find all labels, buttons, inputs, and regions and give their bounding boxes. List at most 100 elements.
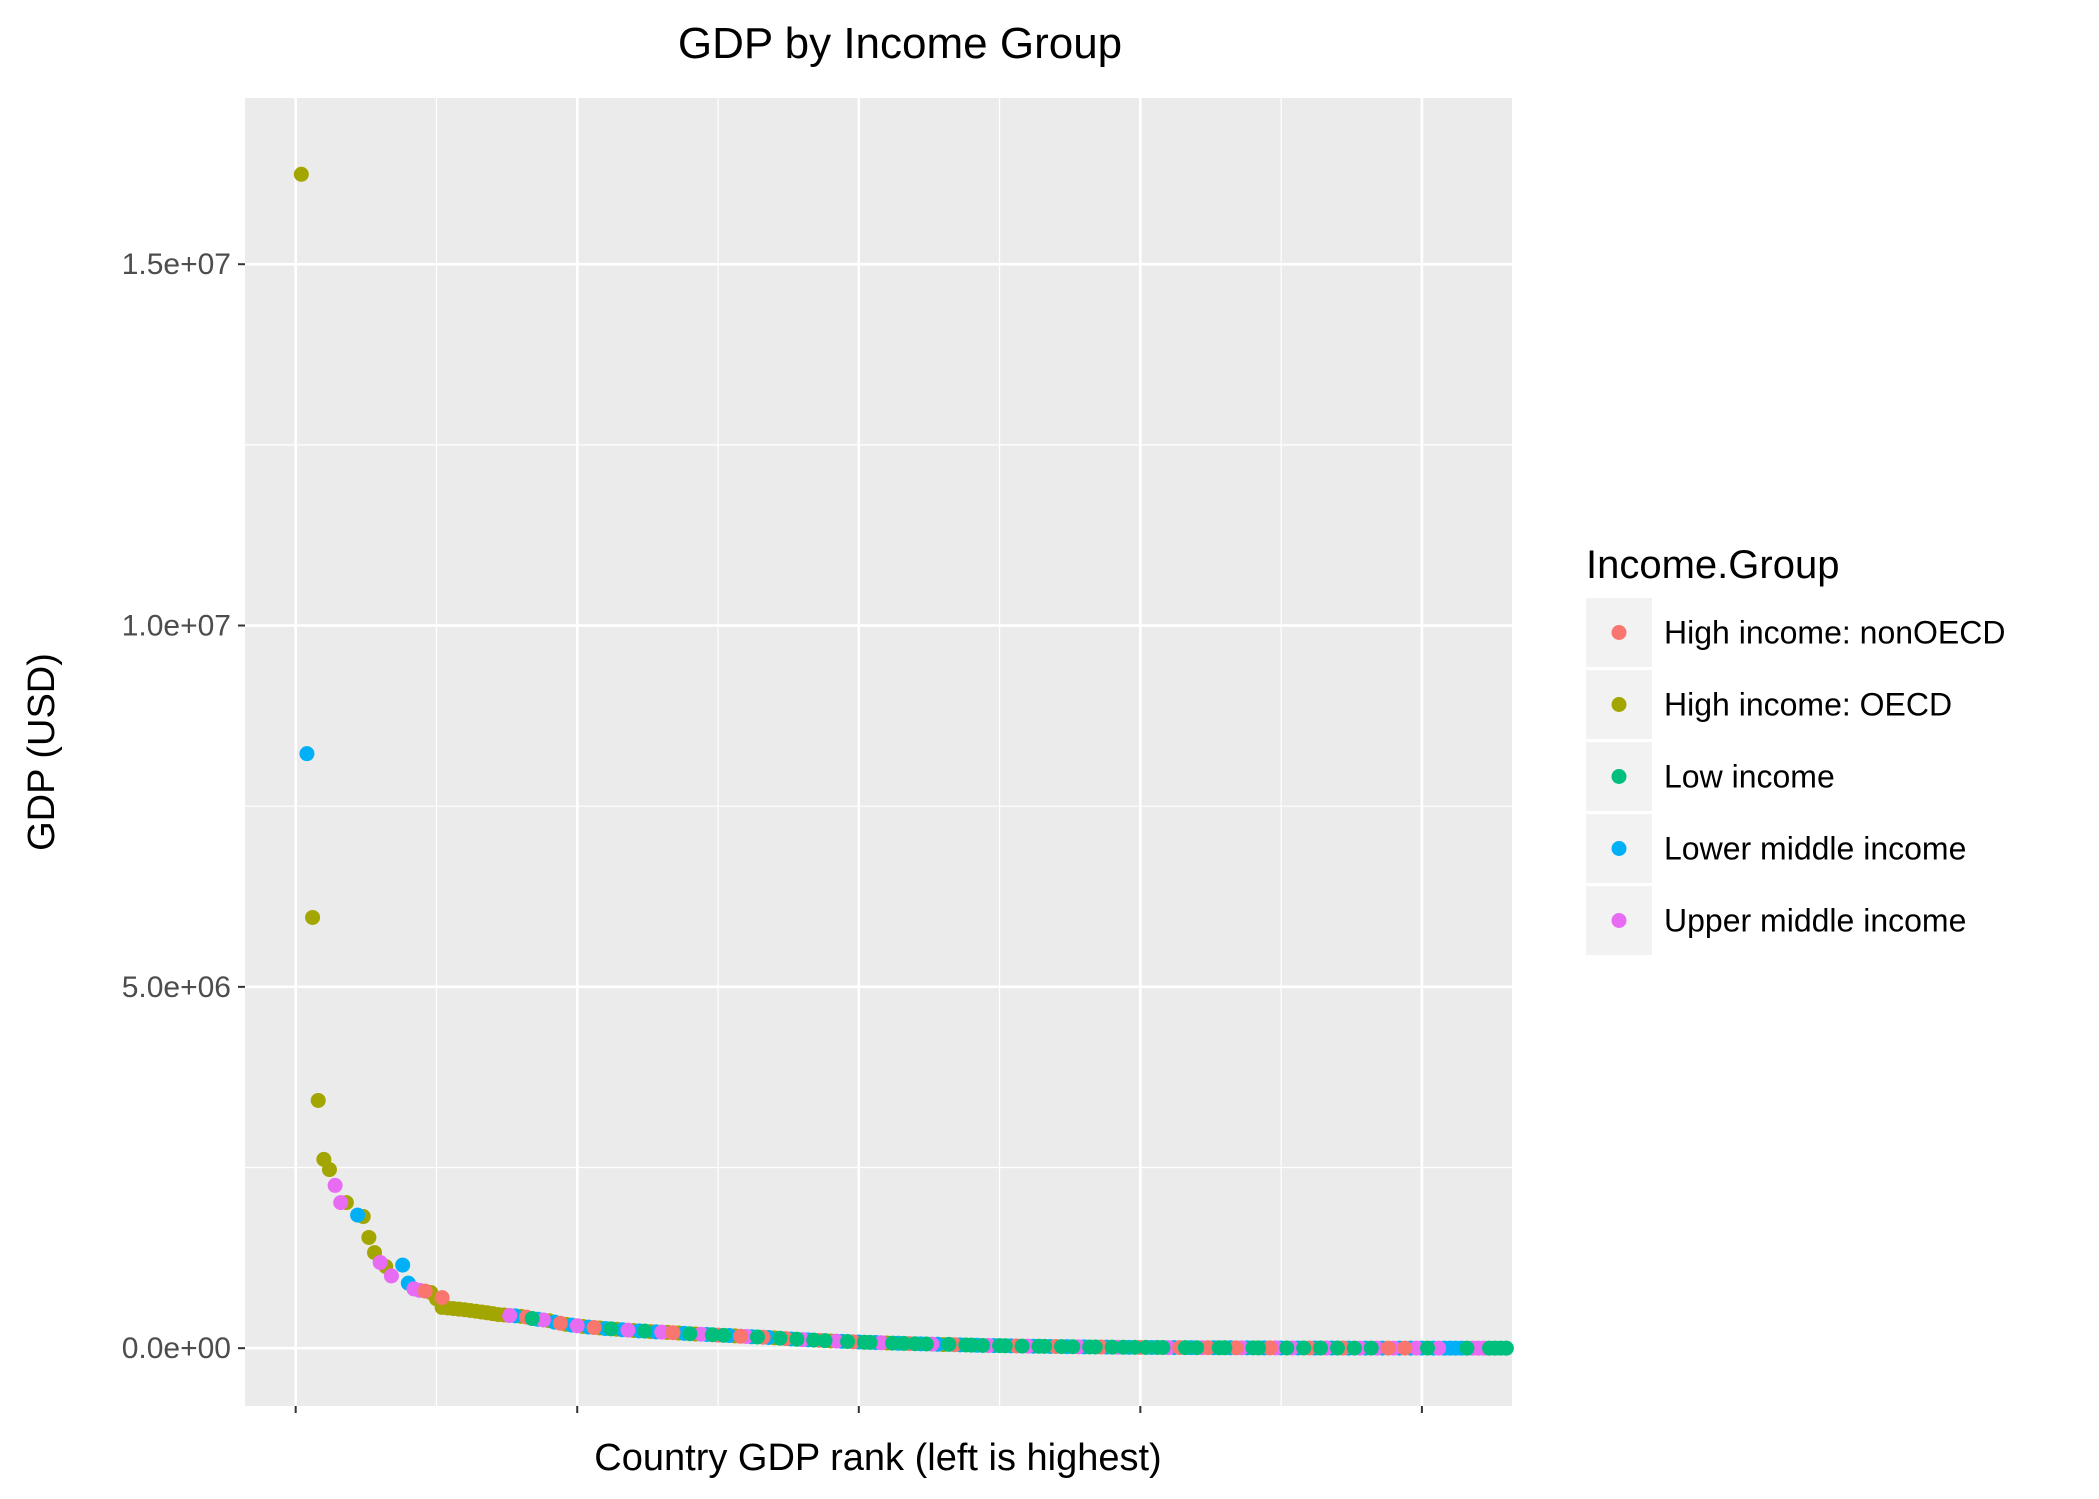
legend-key-point [1611, 769, 1627, 784]
data-point [789, 1331, 805, 1347]
legend-label: Upper middle income [1664, 903, 1966, 939]
legend-item: Low income [1586, 742, 1835, 811]
y-tick-label: 5.0e+06 [122, 971, 231, 1004]
data-point [1104, 1339, 1120, 1355]
data-point [552, 1315, 568, 1331]
data-point [1279, 1340, 1295, 1356]
data-point [733, 1328, 749, 1344]
data-point [1037, 1338, 1053, 1354]
data-point [918, 1336, 934, 1352]
data-point [817, 1333, 833, 1349]
data-point [975, 1337, 991, 1353]
legend-item: Lower middle income [1586, 814, 1966, 883]
data-point [1065, 1339, 1081, 1355]
series-low-income [524, 1311, 1514, 1356]
data-point [1498, 1340, 1514, 1356]
data-point [350, 1207, 366, 1223]
data-point [333, 1195, 349, 1211]
data-point [1459, 1340, 1475, 1356]
data-point [434, 1290, 450, 1306]
data-point [1346, 1340, 1362, 1356]
data-point [862, 1334, 878, 1350]
legend-key-point [1611, 841, 1627, 856]
legend-item: High income: nonOECD [1586, 598, 2005, 667]
data-point [1313, 1340, 1329, 1356]
data-point [637, 1323, 653, 1339]
data-point [1200, 1340, 1216, 1356]
data-point [1329, 1340, 1345, 1356]
data-point [997, 1338, 1013, 1354]
data-point [299, 746, 315, 762]
data-point [1431, 1340, 1447, 1356]
data-point [586, 1320, 602, 1336]
data-point [682, 1326, 698, 1342]
legend-label: Low income [1664, 759, 1835, 795]
data-point [395, 1257, 411, 1273]
data-point [372, 1254, 388, 1270]
data-point [907, 1336, 923, 1352]
data-point [896, 1335, 912, 1351]
data-point [1363, 1340, 1379, 1356]
data-point [535, 1312, 551, 1328]
data-point [885, 1335, 901, 1351]
legend-item: High income: OECD [1586, 670, 1952, 739]
data-point [293, 166, 309, 182]
plot-panel [245, 98, 1514, 1406]
legend-key-point [1611, 625, 1627, 640]
data-point [1127, 1339, 1143, 1355]
legend-key-point [1611, 697, 1627, 712]
data-point [1408, 1340, 1424, 1356]
legend-key-point [1611, 913, 1627, 928]
plot-background [245, 98, 1512, 1406]
data-point [569, 1318, 585, 1334]
data-point [620, 1322, 636, 1338]
data-point [704, 1327, 720, 1343]
data-points [293, 166, 1514, 1356]
data-point [1155, 1340, 1171, 1356]
x-axis [294, 1406, 1423, 1413]
legend-label: Lower middle income [1664, 831, 1966, 867]
data-point [963, 1337, 979, 1353]
data-point [1014, 1338, 1030, 1354]
data-point [1189, 1340, 1205, 1356]
grid-minor [245, 98, 1512, 1406]
data-point [749, 1329, 765, 1345]
data-point [772, 1330, 788, 1346]
data-point [828, 1333, 844, 1349]
data-point [1380, 1340, 1396, 1356]
data-point [941, 1336, 957, 1352]
data-point [1115, 1339, 1131, 1355]
data-point [361, 1229, 377, 1245]
data-point [1217, 1340, 1233, 1356]
data-point [1177, 1340, 1193, 1356]
x-axis-title: Country GDP rank (left is highest) [594, 1437, 1161, 1479]
legend-label: High income: OECD [1664, 687, 1952, 723]
data-point [1397, 1340, 1413, 1356]
chart-title: GDP by Income Group [678, 19, 1122, 68]
data-point [654, 1324, 670, 1340]
data-point [383, 1268, 399, 1284]
y-tick-label: 1.0e+07 [122, 610, 231, 643]
data-point [1420, 1340, 1436, 1356]
y-tick-label: 1.5e+07 [122, 248, 231, 281]
data-point [806, 1332, 822, 1348]
legend-items: High income: nonOECD High income: OECD Low… [1586, 598, 2005, 955]
data-point [1228, 1340, 1244, 1356]
data-point [873, 1335, 889, 1351]
y-axis: 0.0e+00 5.0e+06 1.0e+07 1.5e+07 [122, 248, 245, 1365]
data-point [840, 1334, 856, 1350]
data-point [1138, 1339, 1154, 1355]
legend-label: High income: nonOECD [1664, 615, 2005, 651]
data-point [1087, 1339, 1103, 1355]
data-point [665, 1325, 681, 1341]
data-point [693, 1326, 709, 1342]
legend-item: Upper middle income [1586, 886, 1966, 955]
data-point [716, 1327, 732, 1343]
data-point [1054, 1339, 1070, 1355]
data-point [310, 1092, 326, 1108]
data-point [417, 1283, 433, 1299]
data-point [603, 1321, 619, 1337]
data-point [1262, 1340, 1278, 1356]
